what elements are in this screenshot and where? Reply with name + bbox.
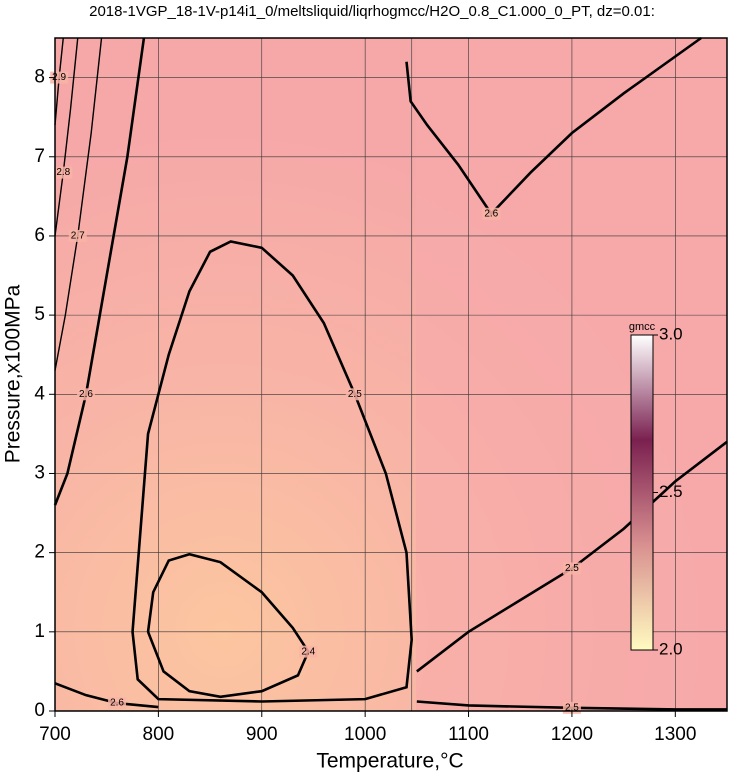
contour-label-bg <box>299 645 318 658</box>
contour-line <box>146 552 310 699</box>
y-tick-label: 5 <box>34 304 45 325</box>
contour-label: 2.5 <box>348 389 362 400</box>
contour-label: 2.6 <box>484 208 498 219</box>
colorbar-tick-label: 2.0 <box>659 639 683 658</box>
x-tick-label: 1000 <box>344 724 386 745</box>
contour-label-bg <box>345 388 364 401</box>
y-tick-label: 7 <box>34 146 45 167</box>
plot-bg-right <box>416 38 727 711</box>
y-tick-label: 8 <box>34 67 45 88</box>
plot-frame <box>54 37 728 712</box>
contour-label: 2.5 <box>565 563 579 574</box>
y-tick-label: 2 <box>34 542 45 563</box>
y-tick-label: 4 <box>34 383 45 404</box>
colorbar-tick-label: 3.0 <box>659 324 683 343</box>
x-tick-label: 1100 <box>448 724 489 745</box>
contour-label-bg <box>68 229 87 242</box>
contour-line <box>53 37 146 506</box>
x-axis-label: Temperature,°C <box>316 750 463 773</box>
contour-label: 2.9 <box>52 72 66 83</box>
contour-label-bg <box>562 562 581 575</box>
contour-label: 2.5 <box>565 702 579 713</box>
contour-label: 2.4 <box>301 646 315 657</box>
x-tick-label: 900 <box>246 724 278 745</box>
contour-label: 2.6 <box>110 698 124 709</box>
contour-label-bg <box>108 697 127 710</box>
x-tick-label: 1200 <box>551 724 593 745</box>
y-tick-label: 3 <box>34 462 45 483</box>
colorbar-tick-label: 2.5 <box>659 482 683 501</box>
contour-line <box>54 37 79 237</box>
contour-label: 2.8 <box>56 167 70 178</box>
contour-label-bg <box>54 166 73 179</box>
contour-label-bg <box>482 207 501 220</box>
x-tick-label: 700 <box>39 724 71 745</box>
colorbar-label: gmcc <box>629 321 656 333</box>
y-tick-label: 0 <box>34 700 45 721</box>
contour-line <box>54 682 159 709</box>
colorbar <box>630 334 654 651</box>
contour-label: 2.7 <box>71 231 85 242</box>
y-tick-label: 1 <box>34 621 45 642</box>
contour-label-bg <box>77 388 96 401</box>
y-tick-label: 6 <box>34 225 45 246</box>
chart-title: 2018-1VGP_18-1V-p14i1_0/meltsliquid/liqr… <box>89 3 655 20</box>
x-tick-label: 1300 <box>654 724 696 745</box>
y-axis-label: Pressure,x100MPa <box>2 284 25 463</box>
x-tick-label: 800 <box>143 724 175 745</box>
contour-label: 2.6 <box>79 389 93 400</box>
